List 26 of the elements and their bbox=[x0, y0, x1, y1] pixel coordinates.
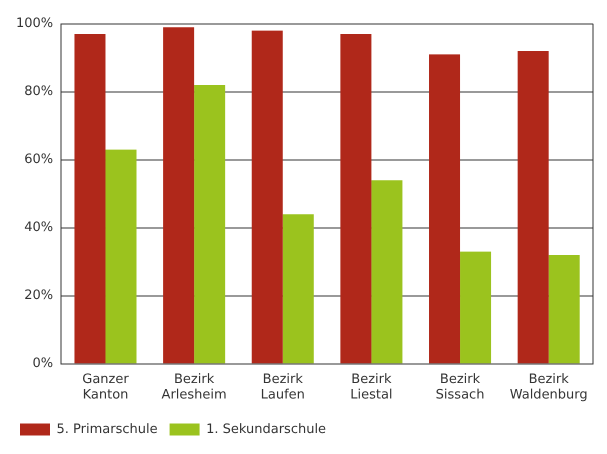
bar bbox=[252, 30, 283, 364]
bar bbox=[74, 34, 106, 364]
x-tick-label: Ganzer Kanton bbox=[82, 372, 130, 403]
bar bbox=[518, 51, 549, 364]
y-tick-label: 40% bbox=[24, 220, 54, 236]
legend-label: 1. Sekundarschule bbox=[206, 422, 326, 437]
bar bbox=[194, 85, 226, 364]
bar bbox=[460, 252, 492, 364]
bar bbox=[105, 150, 137, 364]
x-tick-label: Bezirk Sissach bbox=[436, 372, 484, 403]
bar bbox=[340, 34, 372, 364]
y-tick-label: 20% bbox=[24, 288, 54, 304]
y-tick-label: 60% bbox=[24, 152, 54, 168]
x-tick-label: Bezirk Arlesheim bbox=[162, 372, 227, 403]
bar bbox=[548, 255, 580, 364]
y-tick-label: 100% bbox=[16, 16, 54, 32]
legend-label: 5. Primarschule bbox=[56, 422, 158, 437]
x-tick-label: Bezirk Waldenburg bbox=[510, 372, 588, 403]
bar bbox=[429, 54, 460, 364]
bar bbox=[282, 214, 314, 364]
x-tick-label: Bezirk Liestal bbox=[350, 372, 393, 403]
bar bbox=[163, 27, 194, 364]
bar bbox=[371, 180, 402, 364]
x-tick-label: Bezirk Laufen bbox=[260, 372, 305, 403]
y-tick-label: 80% bbox=[24, 84, 54, 100]
y-tick-label: 0% bbox=[32, 356, 54, 372]
